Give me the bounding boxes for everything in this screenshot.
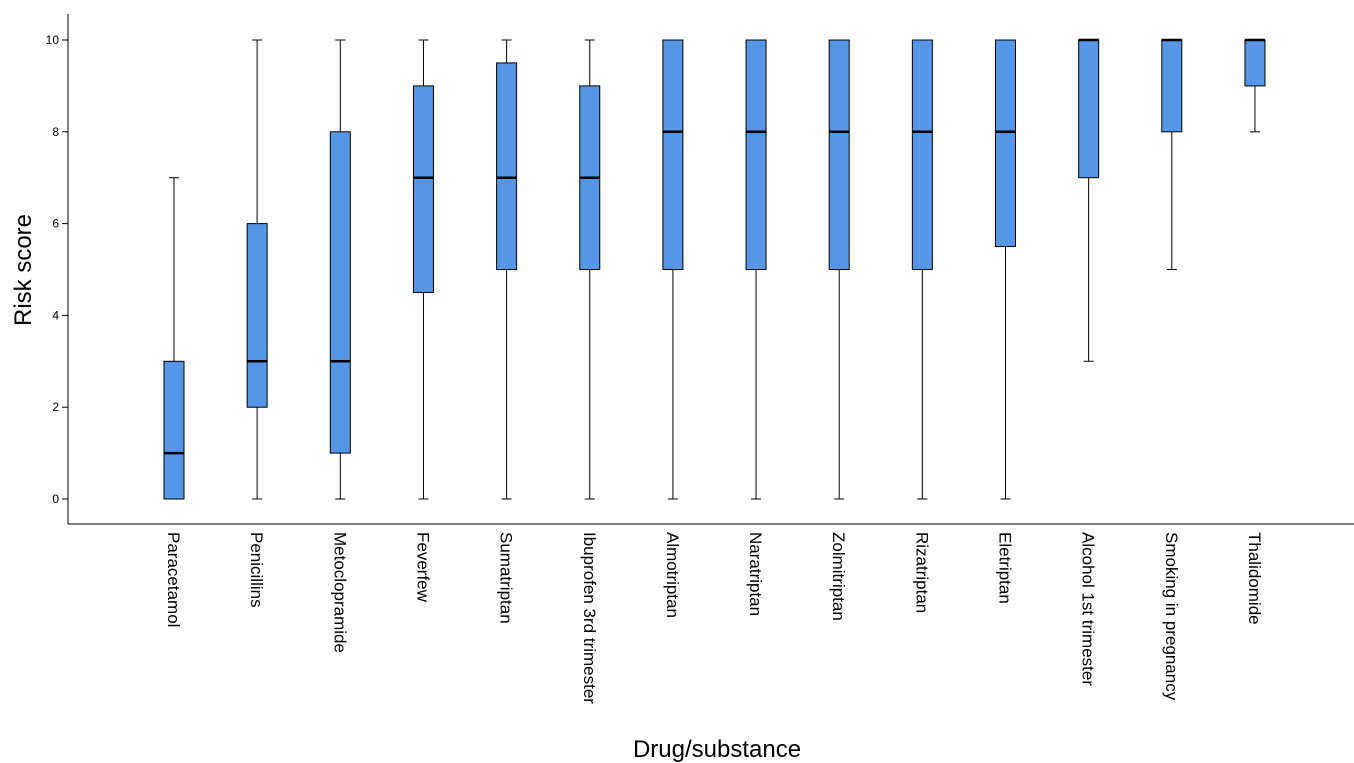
iqr-box [246,223,268,408]
iqr-box [496,62,518,271]
iqr-box [412,85,434,293]
box-alcohol-1st-trimester [1078,38,1100,362]
category-label: Paracetamol [164,532,183,627]
y-tick-label: 4 [52,308,59,322]
y-tick-label: 8 [52,125,59,139]
box-feverfew [412,39,434,500]
box-almotriptan [662,39,684,500]
y-tick-label: 0 [52,492,59,506]
box-paracetamol [163,177,185,500]
y-axis-title: Risk score [10,214,37,326]
boxes [163,38,1266,500]
iqr-box [163,360,185,500]
iqr-box [1078,39,1100,179]
box-zolmitriptan [828,39,850,500]
category-label: Eletriptan [996,532,1015,604]
iqr-box [911,39,933,270]
box-metoclopramide [329,39,351,500]
iqr-box [828,39,850,270]
iqr-box [995,39,1016,248]
box-penicillins [246,39,268,500]
y-ticks: 0 2 4 6 8 10 [46,33,68,506]
category-label: Penicillins [247,532,266,608]
category-labels: Paracetamol Penicillins Metoclopramide Feve… [164,532,1264,704]
axes [67,14,1354,525]
box-naratriptan [745,39,767,500]
iqr-box [329,131,351,454]
box-sumatriptan [496,39,518,500]
box-eletriptan [995,39,1016,500]
category-label: Sumatriptan [497,532,516,624]
box-thalidomide [1244,38,1266,133]
category-label: Smoking in pregnancy [1162,532,1181,701]
box-smoking-in-pregnancy [1161,38,1183,270]
category-label: Zolmitriptan [829,532,848,621]
iqr-box [1244,39,1266,87]
y-tick-label: 10 [46,33,60,47]
iqr-box [1161,39,1183,133]
box-rizatriptan [911,39,933,500]
iqr-box [745,39,767,270]
category-label: Naratriptan [746,532,765,616]
category-label: Ibuprofen 3rd trimester [580,532,599,704]
category-label: Thalidomide [1245,532,1264,625]
y-tick-label: 2 [52,400,59,414]
category-label: Alcohol 1st trimester [1079,532,1098,686]
category-label: Feverfew [413,532,432,603]
category-label: Metoclopramide [330,532,349,653]
iqr-box [662,39,684,270]
x-axis-title: Drug/substance [633,736,801,763]
category-label: Almotriptan [663,532,682,618]
category-label: Rizatriptan [912,532,931,613]
box-ibuprofen-3rd-trimester [579,39,601,500]
y-tick-label: 6 [52,217,59,231]
